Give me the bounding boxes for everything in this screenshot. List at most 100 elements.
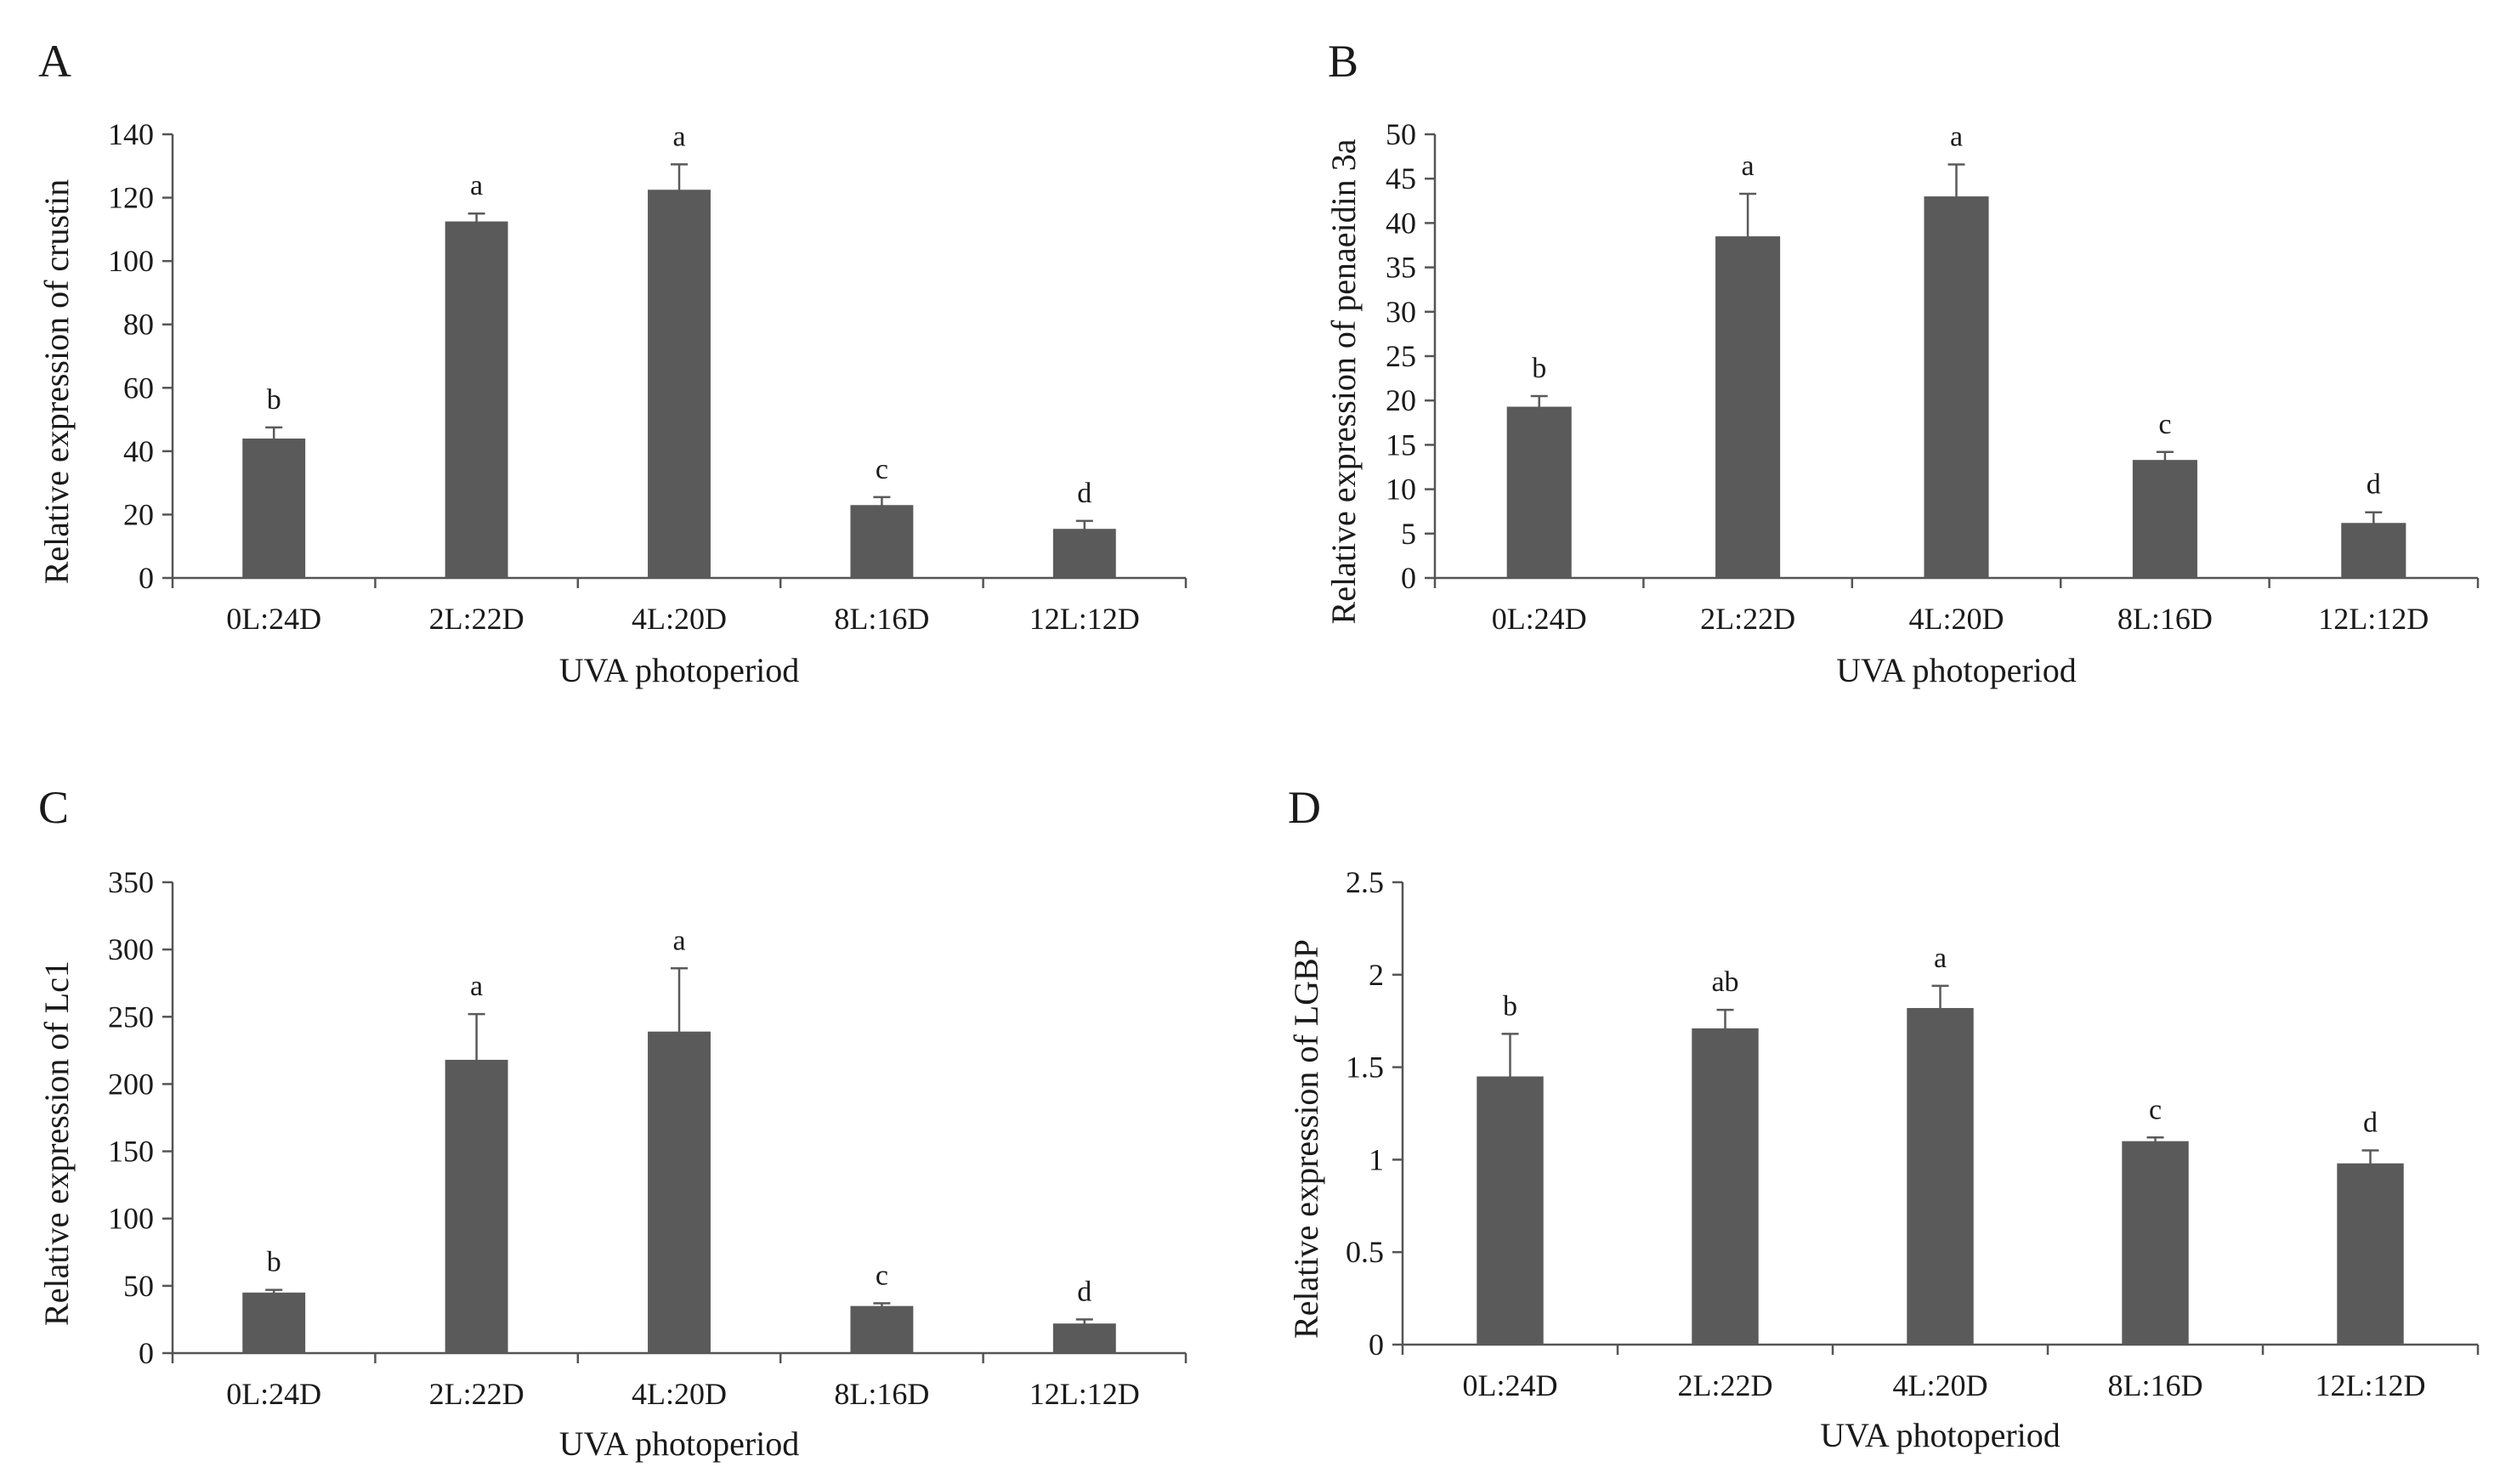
y-tick-label: 120 [108,181,154,215]
x-tick-label: 12L:12D [2316,1368,2426,1402]
y-axis-title: Relative expression of LGBP [1287,939,1325,1339]
x-axis-title: UVA photoperiod [1820,1416,2061,1454]
x-tick-label: 2L:22D [429,1377,524,1411]
y-axis-title: Relative expression of crustin [37,179,76,585]
significance-label: b [267,1247,281,1278]
y-tick-label: 0.5 [1346,1235,1384,1269]
x-tick-label: 8L:16D [2108,1368,2203,1402]
x-tick-label: 2L:22D [429,602,524,636]
y-tick-label: 60 [123,371,154,405]
x-tick-label: 4L:20D [632,602,727,636]
y-tick-label: 40 [123,434,154,468]
significance-label: c [876,454,888,485]
bar [1692,1028,1759,1345]
panel-label: B [1328,36,1358,87]
significance-label: ab [1711,966,1738,998]
y-tick-label: 100 [108,244,154,278]
y-tick-label: 0 [139,1336,154,1370]
significance-label: b [267,384,281,416]
significance-label: b [1503,990,1517,1022]
bar [1715,236,1781,578]
x-tick-label: 0L:24D [226,602,321,636]
y-tick-label: 250 [108,1000,154,1034]
x-tick-label: 8L:16D [834,1377,929,1411]
y-tick-label: 0 [1369,1328,1384,1362]
y-tick-label: 140 [108,117,154,151]
x-tick-label: 4L:20D [632,1377,727,1411]
bar [1506,406,1572,578]
y-tick-label: 10 [1386,473,1416,507]
y-tick-label: 100 [108,1202,154,1236]
y-tick-label: 5 [1401,517,1416,551]
panel-label: A [38,36,71,87]
y-tick-label: 50 [123,1269,154,1303]
x-axis-title: UVA photoperiod [559,651,800,689]
significance-label: c [876,1260,888,1291]
significance-label: d [1077,1276,1091,1307]
y-tick-label: 300 [108,932,154,966]
x-axis-title: UVA photoperiod [1836,651,2077,689]
bar [242,1292,306,1353]
x-tick-label: 0L:24D [1463,1368,1558,1402]
y-tick-label: 30 [1386,295,1416,329]
y-tick-label: 40 [1386,206,1416,240]
significance-label: a [672,121,685,152]
significance-label: a [1950,121,1963,152]
y-tick-label: 80 [123,308,154,342]
bar [1052,529,1116,578]
x-tick-label: 12L:12D [1029,602,1140,636]
y-tick-label: 1.5 [1346,1051,1384,1085]
bar [2122,1141,2189,1345]
bar [648,190,711,578]
significance-label: d [1077,478,1091,509]
panel-c: C 0 50 100 150 200 250 300 350 b 0L:24D a 2L:22D a 4L:… [37,782,1188,1463]
bar [1052,1323,1116,1353]
y-tick-label: 0 [1401,561,1416,595]
x-tick-label: 4L:20D [1909,602,2004,636]
y-tick-label: 25 [1386,339,1416,373]
bar [850,1306,914,1353]
panel-label: C [38,782,69,833]
bar [850,505,914,578]
x-tick-label: 4L:20D [1893,1368,1988,1402]
x-tick-label: 12L:12D [2318,602,2429,636]
significance-label: a [470,170,483,201]
y-tick-label: 2.5 [1346,865,1384,899]
panel-d: D 0 0.5 1 1.5 2 2.5 b 0L:24D ab 2L:22D a 4L:20D c 8L:1… [1287,782,2480,1454]
x-tick-label: 8L:16D [834,602,929,636]
x-tick-label: 2L:22D [1678,1368,1773,1402]
significance-label: b [1532,353,1546,384]
x-tick-label: 8L:16D [2117,602,2213,636]
y-axis-title: Relative expression of penaeidin 3a [1324,139,1363,624]
y-tick-label: 150 [108,1135,154,1169]
x-axis-title: UVA photoperiod [559,1425,800,1463]
y-tick-label: 20 [1386,383,1416,417]
y-tick-label: 200 [108,1067,154,1101]
bar [242,438,306,578]
y-tick-label: 0 [139,561,154,595]
significance-label: d [2367,469,2381,501]
significance-label: a [1742,150,1755,182]
bar [445,1059,508,1353]
y-tick-label: 15 [1386,428,1416,462]
significance-label: d [2363,1107,2378,1139]
significance-label: a [672,925,685,956]
significance-label: a [1934,943,1947,974]
x-tick-label: 12L:12D [1029,1377,1140,1411]
y-axis-title: Relative expression of Lc1 [37,960,76,1326]
y-tick-label: 50 [1386,117,1416,151]
y-tick-label: 350 [108,865,154,899]
bar [445,221,508,578]
panel-label: D [1288,782,1321,833]
y-tick-label: 1 [1369,1142,1384,1176]
bar [1477,1076,1544,1345]
x-tick-label: 0L:24D [226,1377,321,1411]
significance-label: c [2158,409,2171,440]
panel-a: A 0 20 40 60 80 100 120 140 b 0L:24D a 2L:22D a 4L:20D… [37,36,1188,689]
x-tick-label: 2L:22D [1700,602,1795,636]
bar [2337,1163,2404,1345]
panel-b: B 0 5 10 15 20 25 30 35 40 45 50 b 0L:24D a 2L:22D a 4L:2… [1324,36,2480,689]
y-tick-label: 45 [1386,161,1416,195]
x-tick-label: 0L:24D [1492,602,1587,636]
